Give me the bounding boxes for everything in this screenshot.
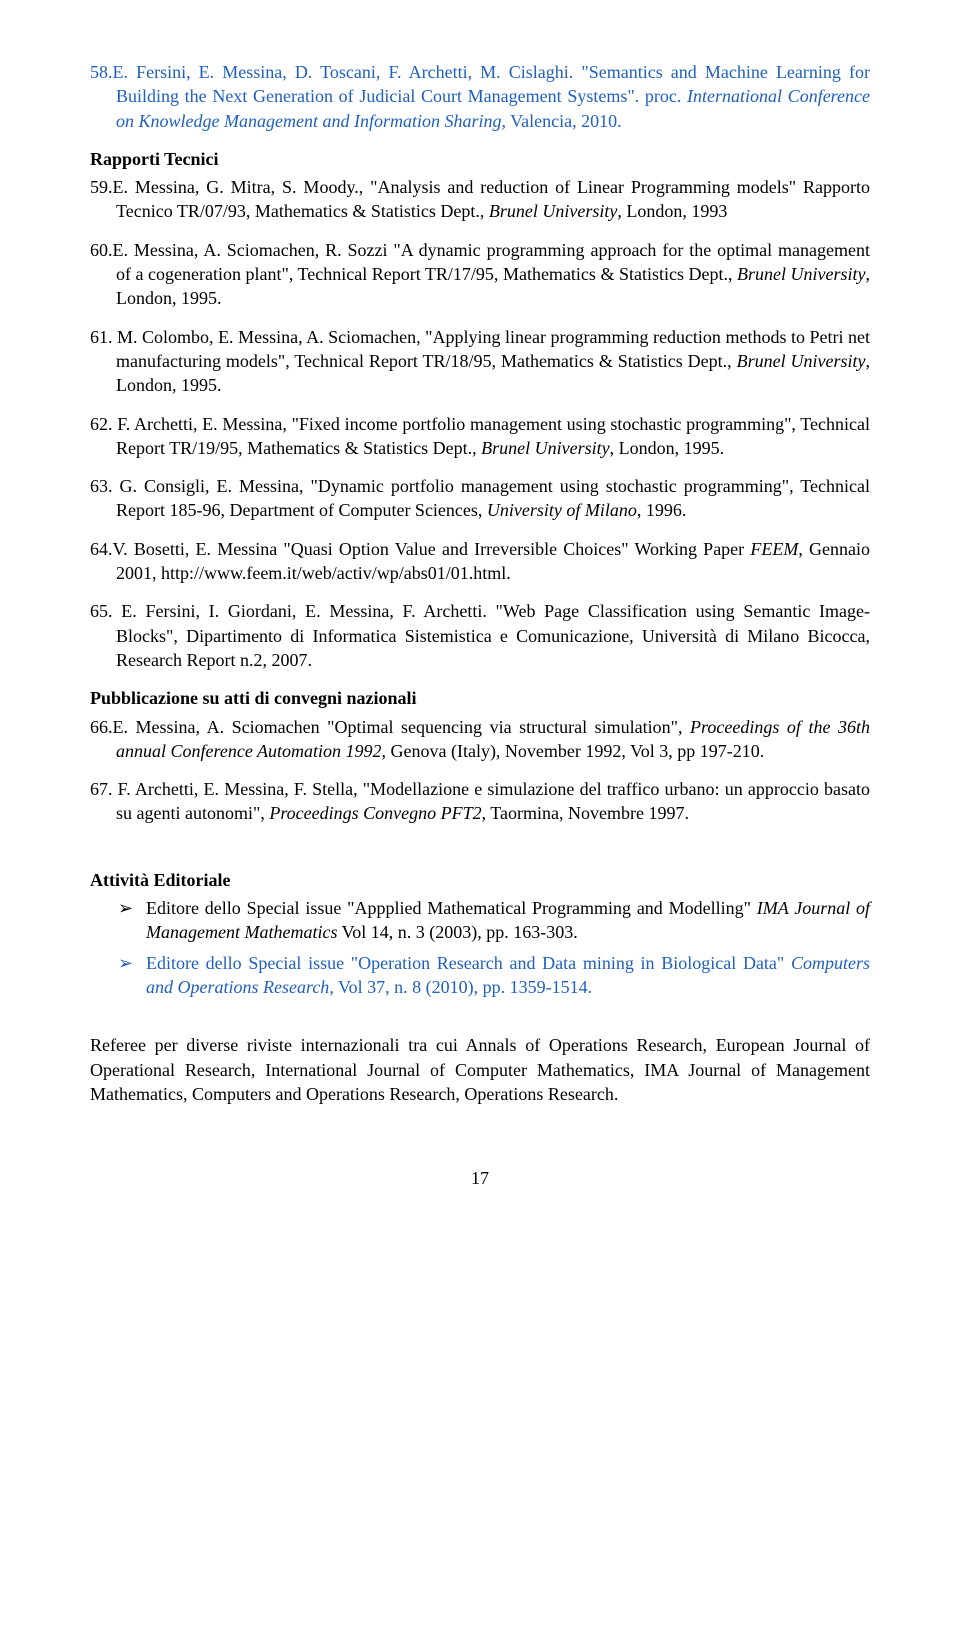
ref-num: 59.	[90, 177, 113, 197]
ref-num: 66.	[90, 717, 113, 737]
bullet-tail: , Vol 37, n. 8 (2010), pp. 1359-1514.	[329, 977, 592, 997]
ref-num: 64.	[90, 539, 113, 559]
bullet-arrow-icon: ➢	[118, 951, 133, 975]
ref-italic: FEEM	[750, 539, 798, 559]
ref-italic: Brunel University	[489, 201, 617, 221]
ref-text: E. Fersini, I. Giordani, E. Messina, F. …	[113, 601, 871, 670]
reference-62: 62. F. Archetti, E. Messina, "Fixed inco…	[90, 412, 870, 461]
ref-num: 58.	[90, 62, 113, 82]
ref-num: 67.	[90, 779, 113, 799]
ref-italic: Brunel University	[481, 438, 609, 458]
reference-66: 66.E. Messina, A. Sciomachen "Optimal se…	[90, 715, 870, 764]
section-pubblicazione: Pubblicazione su atti di convegni nazion…	[90, 686, 870, 710]
ref-tail: , 1996.	[637, 500, 687, 520]
page-number: 17	[90, 1166, 870, 1190]
ref-num: 65.	[90, 601, 113, 621]
section-attivita-editoriale: Attività Editoriale	[90, 868, 870, 892]
ref-num: 60.	[90, 240, 113, 260]
ref-italic: University of Milano	[487, 500, 637, 520]
ref-tail: , Valencia, 2010.	[501, 111, 621, 131]
editorial-item-2: ➢ Editore dello Special issue "Operation…	[90, 951, 870, 1000]
ref-tail: , Taormina, Novembre 1997.	[482, 803, 689, 823]
reference-58: 58.E. Fersini, E. Messina, D. Toscani, F…	[90, 60, 870, 133]
ref-text: V. Bosetti, E. Messina "Quasi Option Val…	[113, 539, 751, 559]
ref-tail: , London, 1995.	[610, 438, 725, 458]
ref-italic: Brunel University	[737, 351, 866, 371]
ref-tail: , Genova (Italy), November 1992, Vol 3, …	[381, 741, 764, 761]
bullet-arrow-icon: ➢	[118, 896, 133, 920]
reference-61: 61. M. Colombo, E. Messina, A. Sciomache…	[90, 325, 870, 398]
ref-num: 61.	[90, 327, 113, 347]
ref-italic: Proceedings Convegno PFT2	[269, 803, 481, 823]
bullet-text: Editore dello Special issue "Operation R…	[146, 953, 791, 973]
reference-64: 64.V. Bosetti, E. Messina "Quasi Option …	[90, 537, 870, 586]
reference-59: 59.E. Messina, G. Mitra, S. Moody., "Ana…	[90, 175, 870, 224]
ref-italic: Brunel University	[737, 264, 866, 284]
bullet-text: Editore dello Special issue "Appplied Ma…	[146, 898, 757, 918]
reference-63: 63. G. Consigli, E. Messina, "Dynamic po…	[90, 474, 870, 523]
ref-text: E. Messina, A. Sciomachen "Optimal seque…	[113, 717, 691, 737]
referee-paragraph: Referee per diverse riviste internaziona…	[90, 1033, 870, 1106]
bullet-tail: Vol 14, n. 3 (2003), pp. 163-303.	[337, 922, 577, 942]
section-rapporti-tecnici: Rapporti Tecnici	[90, 147, 870, 171]
editorial-item-1: ➢ Editore dello Special issue "Appplied …	[90, 896, 870, 945]
ref-num: 63.	[90, 476, 113, 496]
ref-tail: , London, 1993	[617, 201, 727, 221]
ref-num: 62.	[90, 414, 113, 434]
reference-67: 67. F. Archetti, E. Messina, F. Stella, …	[90, 777, 870, 826]
reference-65: 65. E. Fersini, I. Giordani, E. Messina,…	[90, 599, 870, 672]
editorial-bullet-list: ➢ Editore dello Special issue "Appplied …	[90, 896, 870, 999]
reference-60: 60.E. Messina, A. Sciomachen, R. Sozzi "…	[90, 238, 870, 311]
